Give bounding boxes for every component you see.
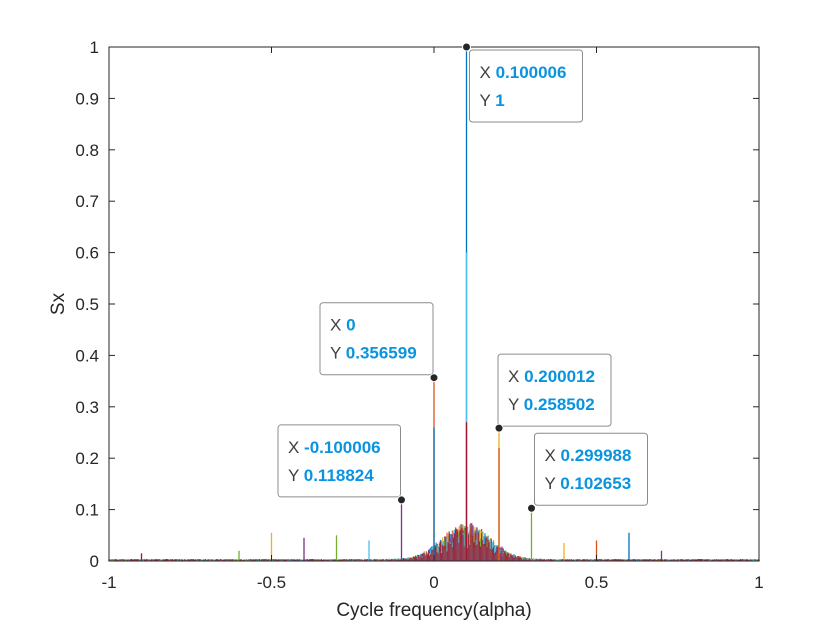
datatip-marker[interactable] [526,503,536,513]
datatip-axis-label: Y [330,344,346,363]
datatip-row: Y 0.102653 [544,474,631,493]
y-axis-label: Sx [48,292,69,315]
datatip-value: 0.118824 [304,466,375,485]
x-tick-label: 0.5 [585,573,609,592]
y-tick-label: 0.8 [75,141,99,160]
datatip-axis-label: Y [544,474,560,493]
datatip-marker[interactable] [494,423,504,433]
y-tick-label: 0 [90,552,99,571]
plot-area: -1 -0.5 0 0.5 1 0 0.1 0.2 0.3 0.4 0.5 0.6 0.7 0.8 0.9… [75,38,763,592]
datatip-box [497,353,612,427]
y-tick-label: 0.5 [75,295,99,314]
x-axis-label: Cycle frequency(alpha) [336,600,531,621]
datatip-value: 0.356599 [346,344,417,363]
datatip-axis-label: X [508,367,524,386]
datatip-value: 0 [346,316,355,335]
x-tick-label: -1 [101,573,116,592]
y-tick-label: 0.2 [75,449,99,468]
datatip-value: 0.200012 [524,367,595,386]
x-tick-label: -0.5 [257,573,286,592]
datatip-value: 0.299988 [561,446,632,465]
datatip-axis-label: X [288,438,304,457]
datatip-row: X 0.299988 [544,446,631,465]
datatip-axis-label: Y [508,395,524,414]
datatip-value: 0.258502 [524,395,595,414]
x-tick-label: 1 [754,573,763,592]
datatip-row: X 0.100006 [480,63,567,82]
y-tick-label: 0.3 [75,398,99,417]
datatip-row: X -0.100006 [288,438,381,457]
datatip-value: -0.100006 [304,438,381,457]
datatip-box [469,49,584,123]
datatip-row: Y 1 [480,91,505,110]
datatip-row: Y 0.356599 [330,344,417,363]
y-tick-label: 0.4 [75,346,99,365]
datatip-marker[interactable] [396,495,406,505]
datatip-axis-label: Y [480,91,496,110]
datatip-row: X 0.200012 [508,367,595,386]
datatip-box [277,424,401,498]
datatip-axis-label: Y [288,466,304,485]
datatip-box [319,302,434,376]
x-ticks: -1 -0.5 0 0.5 1 [101,47,764,592]
datatip-row: Y 0.258502 [508,395,595,414]
datatip-axis-label: X [480,63,496,82]
datatip-marker[interactable] [462,42,472,52]
y-tick-label: 0.9 [75,89,99,108]
datatip-marker[interactable] [429,373,439,383]
y-tick-label: 0.7 [75,192,99,211]
datatip-axis-label: X [330,316,346,335]
datatip-axis-label: X [544,446,560,465]
datatip-value: 0.102653 [560,474,631,493]
x-tick-label: 0 [429,573,438,592]
y-tick-label: 1 [90,38,99,57]
datatip-box [533,432,648,506]
datatip-value: 1 [495,91,504,110]
datatip-value: 0.100006 [496,63,567,82]
datatip[interactable]: X 0Y 0.356599 [319,302,439,383]
y-ticks: 0 0.1 0.2 0.3 0.4 0.5 0.6 0.7 0.8 0.9 1 [75,38,759,571]
datatip-row: Y 0.118824 [288,466,374,485]
y-tick-label: 0.6 [75,244,99,263]
datatip-row: X 0 [330,316,356,335]
y-tick-label: 0.1 [75,501,99,520]
